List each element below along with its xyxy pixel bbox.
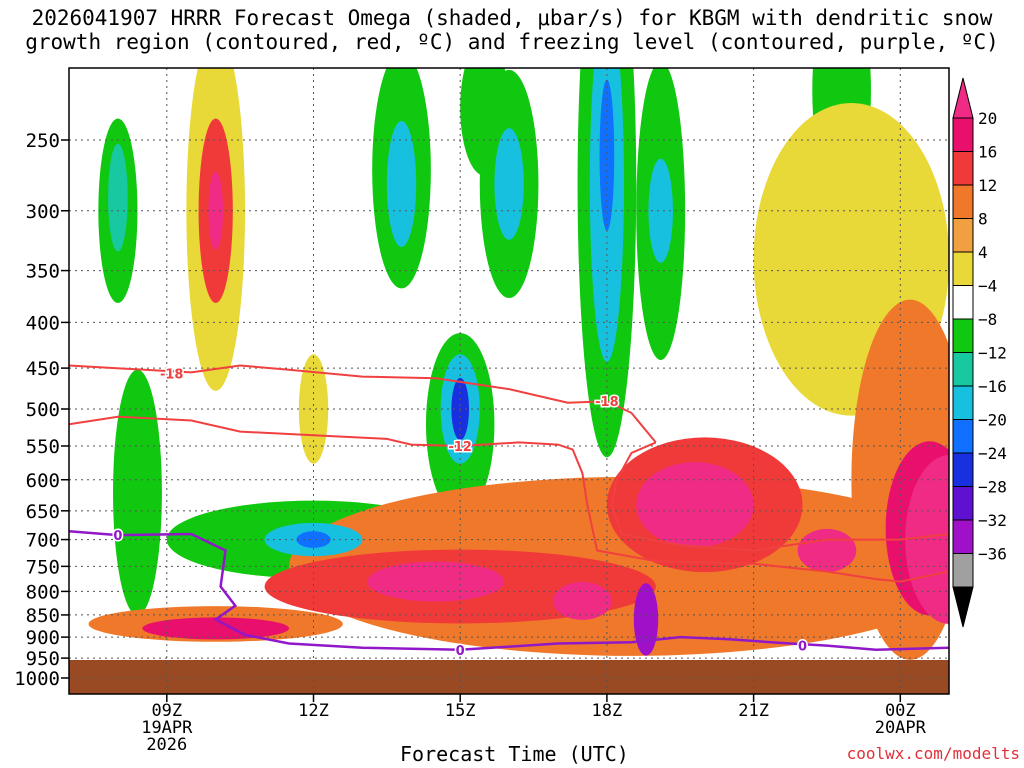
y-tick-label: 350 (26, 261, 60, 283)
chart-title: 2026041907 HRRR Forecast Omega (shaded, … (0, 6, 1024, 54)
colorbar-label: −4 (978, 277, 997, 296)
plot-frame (68, 67, 950, 695)
y-tick-label: 1000 (14, 668, 60, 690)
colorbar-label: −16 (978, 377, 1007, 396)
colorbar-segment (952, 251, 974, 286)
dgz-contour-line (69, 364, 657, 444)
colorbar-label: −8 (978, 310, 997, 329)
colorbar-segment (952, 218, 974, 253)
colorbar-segment (952, 318, 974, 353)
freezing-level-line (69, 529, 949, 652)
omega-region (599, 79, 615, 231)
x-tick-label: 19APR (141, 718, 193, 738)
y-tick-label: 800 (26, 581, 60, 603)
x-tick-label: 12Z (298, 701, 329, 721)
title-line-2: growth region (contoured, red, ºC) and f… (25, 30, 999, 54)
omega-region (108, 143, 128, 252)
colorbar-label: 4 (978, 243, 988, 262)
y-tick-label: 400 (26, 312, 60, 334)
colorbar-segment (952, 452, 974, 487)
colorbar-label: 16 (978, 143, 997, 162)
y-tick-label: 650 (26, 501, 60, 523)
colorbar-label: −20 (978, 411, 1007, 430)
freezing-level-label: 0 (456, 644, 465, 659)
colorbar-segment (952, 285, 974, 320)
colorbar-segment (952, 352, 974, 387)
colorbar-bottom-triangle (952, 586, 974, 628)
colorbar-segment (952, 117, 974, 152)
x-tick-label: 09Z (151, 701, 182, 721)
colorbar-label: −28 (978, 478, 1007, 497)
colorbar-label: 12 (978, 176, 997, 195)
dgz-contour-line (586, 504, 949, 583)
colorbar-top-triangle (952, 77, 974, 119)
dgz-contour-label: -18 (595, 395, 619, 410)
y-tick-label: 700 (26, 530, 60, 552)
x-tick-label: 2026 (146, 735, 187, 755)
colorbar-segment (952, 486, 974, 521)
dgz-contour-line (610, 441, 949, 552)
y-axis: 2503003504004505005506006507007508008509… (14, 130, 69, 690)
colorbar-segment (952, 519, 974, 554)
dgz-contour-label: -12 (448, 440, 472, 455)
omega-region (367, 561, 505, 602)
dgz-contour-label: -18 (160, 367, 184, 382)
y-tick-label: 450 (26, 358, 60, 380)
colorbar-segment (952, 151, 974, 186)
y-tick-label: 500 (26, 399, 60, 421)
omega-region (494, 128, 524, 240)
omega-region (636, 462, 754, 548)
colorbar-segment (952, 553, 974, 588)
omega-region (208, 171, 224, 250)
x-tick-label: 21Z (738, 701, 769, 721)
y-tick-label: 750 (26, 556, 60, 578)
freezing-level-label: 0 (113, 529, 122, 544)
colorbar-segment (952, 184, 974, 219)
omega-region (386, 121, 417, 247)
colorbar-label: −24 (978, 444, 1007, 463)
y-tick-label: 850 (26, 605, 60, 627)
omega-shading (88, 68, 949, 660)
colorbar-label: 8 (978, 210, 988, 229)
colorbar-label: −12 (978, 344, 1007, 363)
x-tick-label: 15Z (445, 701, 476, 721)
colorbar-label: −36 (978, 545, 1007, 564)
x-axis-label: Forecast Time (UTC) (400, 742, 629, 766)
y-tick-label: 300 (26, 201, 60, 223)
contours: -18 -18 -12 0 0 0 (69, 364, 949, 660)
colorbar-label: 20 (978, 109, 997, 128)
y-tick-label: 250 (26, 130, 60, 152)
colorbar: 20 16 12 8 4 −4 −8 −12 −16 −20 −24 −28 −32 −36 (952, 77, 1007, 628)
omega-region (142, 617, 290, 640)
x-tick-label: 20APR (875, 718, 927, 738)
credit-link[interactable]: coolwx.com/modelts (846, 744, 1020, 763)
colorbar-segment (952, 385, 974, 420)
y-tick-label: 900 (26, 627, 60, 649)
y-tick-label: 550 (26, 436, 60, 458)
x-tick-label: 18Z (592, 701, 623, 721)
omega-region (553, 582, 612, 620)
omega-region (113, 369, 162, 616)
omega-region (797, 528, 857, 573)
colorbar-label: −32 (978, 511, 1007, 530)
title-line-1: 2026041907 HRRR Forecast Omega (shaded, … (31, 6, 993, 30)
omega-region (633, 583, 659, 656)
omega-region (296, 531, 331, 548)
y-tick-label: 600 (26, 470, 60, 492)
colorbar-segment (952, 419, 974, 454)
dgz-contour-line (69, 415, 589, 505)
freezing-level-label: 0 (798, 640, 807, 655)
gridlines (69, 68, 949, 694)
x-tick-label: 00Z (885, 701, 916, 721)
ground-surface (69, 660, 949, 694)
y-tick-label: 950 (26, 648, 60, 670)
omega-region (648, 158, 673, 263)
